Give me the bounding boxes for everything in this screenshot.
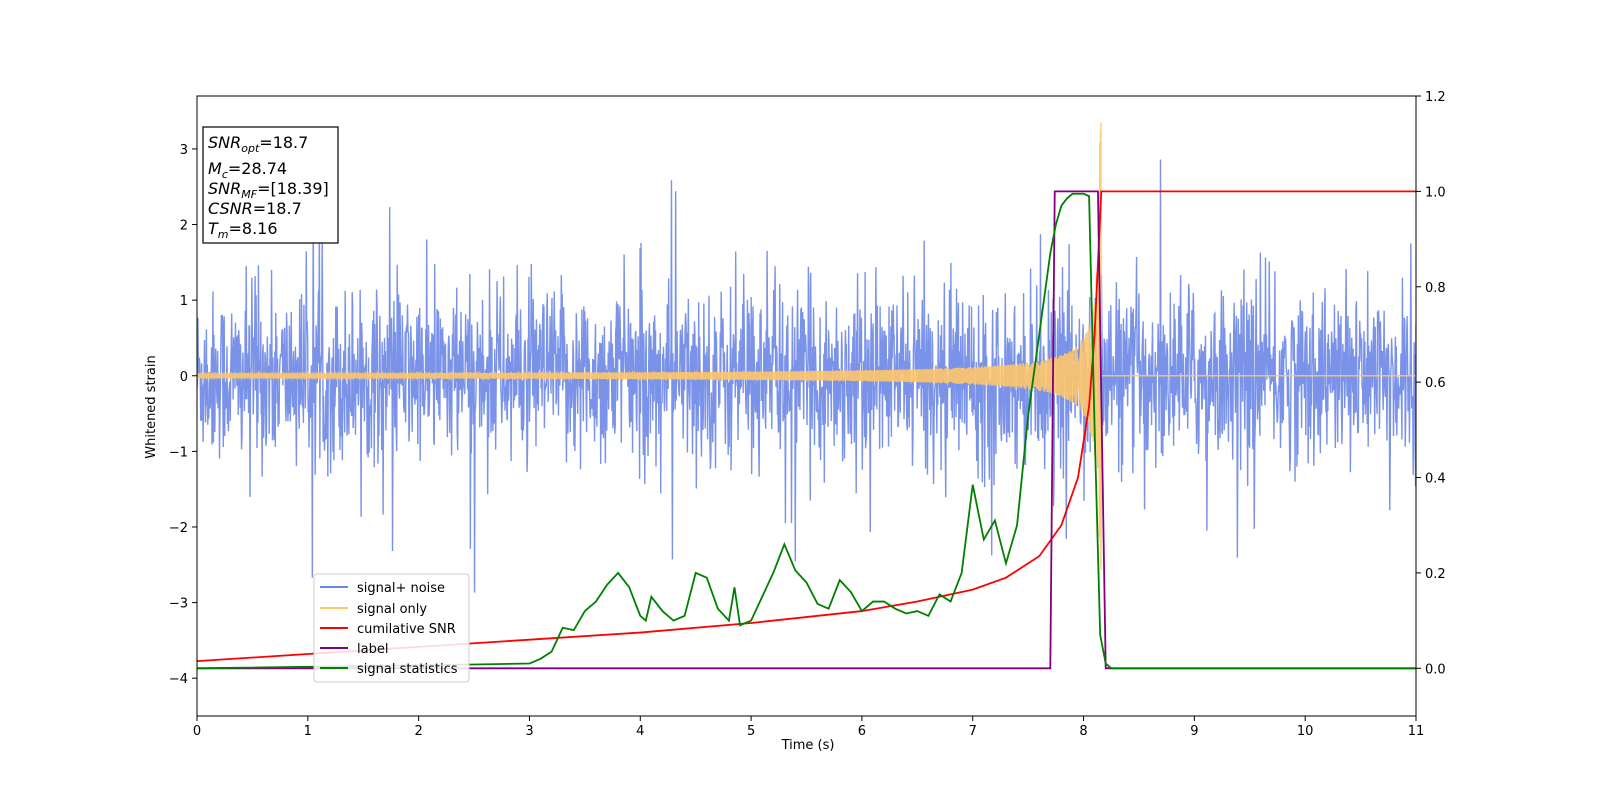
- info-box-frame: [202, 126, 339, 244]
- legend-label-signal-only: signal only: [357, 602, 427, 617]
- legend-frame: [313, 573, 470, 683]
- x-tick-label: 2: [414, 724, 422, 739]
- x-tick-label: 0: [193, 724, 201, 739]
- x-axis-label: Time (s): [781, 738, 835, 753]
- y-right-tick-label: 0.4: [1425, 472, 1446, 487]
- series-cumulative-snr-line: [197, 190, 1416, 663]
- legend-item-cumulative-snr: cumilative SNR: [320, 622, 456, 637]
- x-tick-label: 7: [969, 724, 977, 739]
- series-signal-only-line: [197, 122, 1416, 570]
- y-right-axis-ticks: 0.0 0.2 0.4 0.6 0.8 1.0 1.2: [1416, 90, 1446, 677]
- x-tick-label: 8: [1079, 724, 1087, 739]
- x-tick-label: 1: [304, 724, 312, 739]
- legend-item-signal-noise: signal+ noise: [320, 581, 445, 596]
- axes-frame: [196, 95, 1417, 717]
- y-left-tick-label: −2: [169, 521, 188, 536]
- y-left-tick-label: 3: [180, 143, 188, 158]
- x-tick-label: 5: [747, 724, 755, 739]
- info-snr-mf: SNRMF=[18.39]: [208, 179, 329, 201]
- series-signal-statistics-line: [197, 192, 1416, 670]
- legend-label-label: label: [357, 642, 388, 657]
- y-axis-label: Whitened strain: [144, 355, 159, 458]
- legend-label-signal-noise: signal+ noise: [357, 581, 445, 596]
- x-tick-label: 11: [1408, 724, 1425, 739]
- y-left-tick-label: 1: [180, 294, 188, 309]
- legend-label-cumulative-snr: cumilative SNR: [357, 622, 456, 637]
- y-right-tick-label: 0.0: [1425, 662, 1446, 677]
- info-mc: Mc=28.74: [208, 159, 287, 181]
- legend-item-signal-statistics: signal statistics: [320, 662, 458, 677]
- x-axis-ticks: 0 1 2 3 4 5 6 7 8 9 10 11: [193, 716, 1424, 739]
- y-right-tick-label: 1.2: [1425, 90, 1446, 105]
- x-tick-label: 10: [1297, 724, 1314, 739]
- y-right-tick-label: 1.0: [1425, 185, 1446, 200]
- info-tm: Tm=8.16: [208, 219, 278, 241]
- legend: signal+ noise signal only cumilative SNR…: [313, 573, 470, 683]
- y-left-tick-label: −3: [169, 597, 188, 612]
- legend-label-signal-statistics: signal statistics: [357, 662, 458, 677]
- info-snr-opt: SNRopt=18.7: [208, 133, 308, 155]
- y-left-tick-label: −1: [169, 445, 188, 460]
- info-box: SNRopt=18.7 Mc=28.74 SNRMF=[18.39] CSNR=…: [202, 126, 339, 244]
- y-right-tick-label: 0.6: [1425, 376, 1446, 391]
- y-left-tick-label: −4: [169, 672, 188, 687]
- y-right-tick-label: 0.2: [1425, 567, 1446, 582]
- series-group: [197, 122, 1416, 670]
- x-tick-label: 3: [525, 724, 533, 739]
- plot-area: [197, 122, 1416, 670]
- series-signal-noise-line: [197, 159, 1416, 593]
- y-left-tick-label: 2: [180, 219, 188, 234]
- x-tick-label: 6: [858, 724, 866, 739]
- x-tick-label: 9: [1190, 724, 1198, 739]
- x-tick-label: 4: [636, 724, 644, 739]
- y-left-tick-label: 0: [180, 370, 188, 385]
- legend-item-label: label: [320, 642, 388, 657]
- legend-item-signal-only: signal only: [320, 602, 427, 617]
- y-right-tick-label: 0.8: [1425, 281, 1446, 296]
- axes-border: [196, 95, 1417, 717]
- y-left-axis-ticks: −4 −3 −2 −1 0 1 2 3: [169, 143, 197, 687]
- info-csnr: CSNR=18.7: [208, 199, 302, 218]
